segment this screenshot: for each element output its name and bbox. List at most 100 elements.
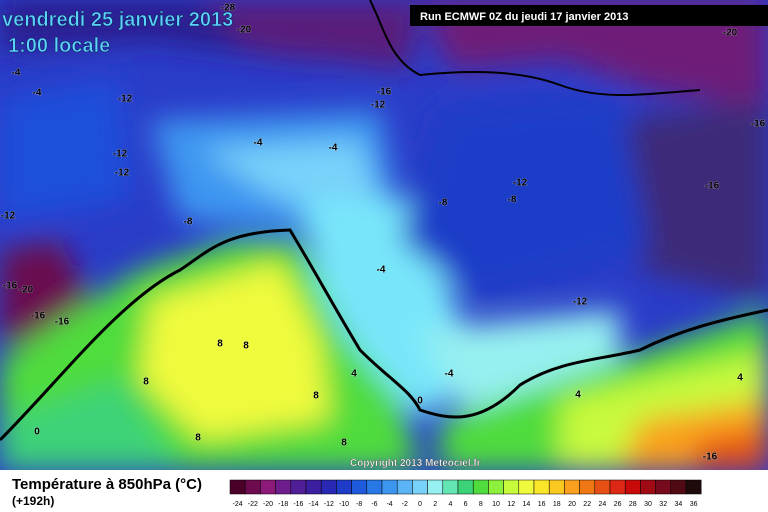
- colorbar-label: 6: [464, 501, 468, 508]
- contour-label: -8: [508, 195, 517, 206]
- contour-label: -12: [513, 178, 528, 189]
- colorbar-swatch: [624, 479, 641, 495]
- contour-label: -20: [237, 25, 252, 36]
- colorbar-swatch: [640, 479, 656, 495]
- contour-label: -12: [115, 168, 130, 179]
- forecast-time: 1:00 locale: [8, 35, 110, 57]
- colorbar-label: 10: [492, 501, 500, 508]
- contour-label: -20: [19, 285, 34, 296]
- colorbar-swatch: [564, 479, 580, 495]
- temperature-field: [0, 0, 768, 470]
- colorbar-swatch: [351, 479, 368, 495]
- contour-label: 8: [313, 391, 319, 402]
- colorbar-label: 12: [507, 501, 515, 508]
- colorbar-swatch: [412, 479, 428, 495]
- forecast-date: vendredi 25 janvier 2013: [2, 9, 233, 31]
- colorbar-label: 36: [690, 501, 698, 508]
- colorbar-label: -6: [371, 501, 377, 508]
- colorbar-swatch: [685, 479, 702, 495]
- copyright: Copyright 2013 Meteociel.fr: [350, 458, 481, 469]
- colorbar-swatch: [609, 479, 626, 495]
- contour-label: -4: [33, 88, 42, 99]
- colorbar-label: -2: [402, 501, 408, 508]
- colorbar-swatch: [594, 479, 611, 495]
- colorbar-label: 2: [433, 501, 437, 508]
- contour-label: 4: [351, 369, 357, 380]
- contour-label: 8: [217, 339, 223, 350]
- contour-label: 4: [575, 390, 581, 401]
- colorbar-label: -20: [263, 501, 273, 508]
- contour-label: -12: [1, 211, 16, 222]
- colorbar-swatch: [442, 479, 459, 495]
- colorbar-swatch: [366, 479, 383, 495]
- contour-label: -4: [445, 369, 454, 380]
- colorbar-swatch: [275, 479, 292, 495]
- colorbar-swatch: [472, 479, 489, 495]
- colorbar-swatch: [579, 479, 596, 495]
- colorbar-label: 20: [568, 501, 576, 508]
- colorbar-swatch: [229, 479, 246, 495]
- contour-label: -4: [377, 265, 386, 276]
- lead-time: (+192h): [12, 494, 54, 508]
- colorbar-swatch: [396, 479, 413, 495]
- contour-label: -12: [371, 100, 386, 111]
- contour-label: 8: [243, 341, 249, 352]
- colorbar-label: -16: [293, 501, 303, 508]
- colorbar-label: -18: [278, 501, 288, 508]
- run-info: Run ECMWF 0Z du jeudi 17 janvier 2013: [420, 11, 628, 23]
- contour-label: 8: [195, 433, 201, 444]
- colorbar-label: 34: [675, 501, 683, 508]
- colorbar-label: -22: [248, 501, 258, 508]
- colorbar-label: -14: [309, 501, 319, 508]
- colorbar-swatch: [260, 479, 276, 495]
- colorbar-swatch: [503, 479, 520, 495]
- colorbar: -24 -22 -20 -18 -16 -14 -12 -10 -8 -6 -4 -2 0 2 4 6 8 10 1…: [229, 479, 702, 508]
- colorbar-label: -10: [339, 501, 349, 508]
- contour-label: -28: [221, 3, 236, 14]
- colorbar-label: -12: [324, 501, 334, 508]
- contour-label: 0: [417, 396, 423, 407]
- colorbar-label: 32: [659, 501, 667, 508]
- contour-label: -16: [31, 311, 46, 322]
- colorbar-swatch: [457, 479, 474, 495]
- colorbar-swatch: [427, 479, 444, 495]
- colorbar-label: -4: [386, 501, 392, 508]
- colorbar-swatch: [670, 479, 687, 495]
- contour-label: -8: [439, 198, 448, 209]
- colorbar-label: 16: [538, 501, 546, 508]
- contour-label: -12: [113, 149, 128, 160]
- contour-label: -16: [703, 452, 718, 463]
- colorbar-swatch: [320, 479, 337, 495]
- colorbar-label: 4: [448, 501, 452, 508]
- footer-title: Température à 850hPa (°C): [12, 476, 202, 493]
- contour-label: -4: [12, 68, 21, 79]
- colorbar-swatch: [336, 479, 352, 495]
- colorbar-label: 14: [523, 501, 531, 508]
- colorbar-swatch: [305, 479, 322, 495]
- contour-label: -16: [751, 119, 766, 130]
- colorbar-swatch: [381, 479, 398, 495]
- colorbar-label: 8: [479, 501, 483, 508]
- colorbar-swatch: [518, 479, 535, 495]
- contour-label: -4: [329, 143, 338, 154]
- colorbar-label: -8: [356, 501, 362, 508]
- colorbar-label: 28: [629, 501, 637, 508]
- contour-label: -20: [723, 28, 738, 39]
- colorbar-label: 24: [599, 501, 607, 508]
- colorbar-swatch: [244, 479, 261, 495]
- contour-label: -12: [118, 94, 133, 105]
- contour-label: 8: [341, 438, 347, 449]
- colorbar-label: 0: [418, 501, 422, 508]
- colorbar-label: 30: [644, 501, 652, 508]
- colorbar-swatch: [548, 479, 565, 495]
- colorbar-swatch: [655, 479, 672, 495]
- contour-label: 8: [143, 377, 149, 388]
- contour-label: -12: [573, 297, 588, 308]
- contour-label: -16: [377, 87, 392, 98]
- contour-label: 0: [34, 427, 40, 438]
- colorbar-label: 18: [553, 501, 561, 508]
- colorbar-label: -24: [233, 501, 243, 508]
- contour-label: -4: [254, 138, 263, 149]
- run-box: [410, 5, 768, 26]
